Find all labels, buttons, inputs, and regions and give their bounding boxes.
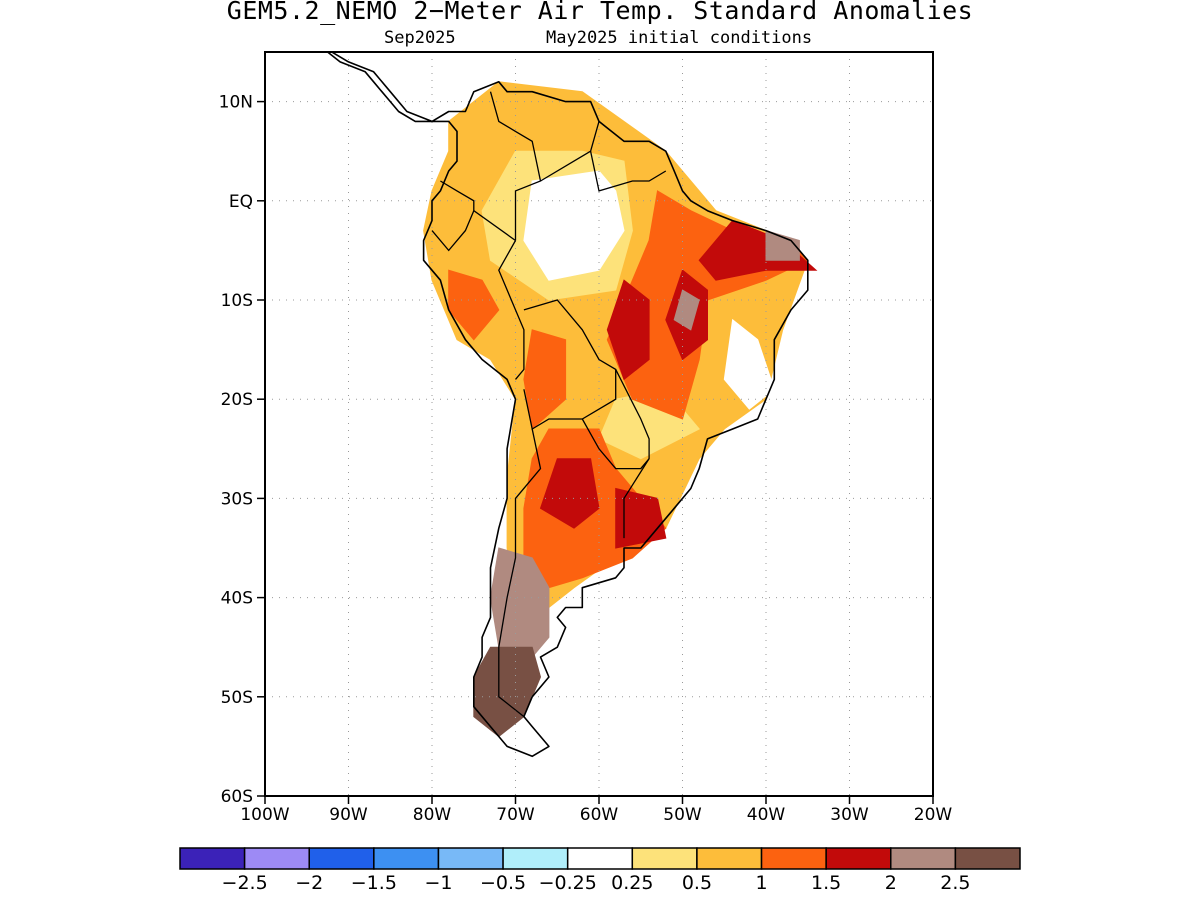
country-border-1 xyxy=(440,180,516,242)
lon-tick-label: 100W xyxy=(240,805,289,825)
anomaly-region-16 xyxy=(765,229,800,261)
colorbar: −2.5 −2 −1.5 −1 −0.5 −0.25 0.25 0.5 1 1.5 2 2.5 xyxy=(179,847,1021,894)
country-border-2 xyxy=(431,210,475,252)
colorbar-swatch-12 xyxy=(954,847,1021,870)
anomaly-region-8 xyxy=(523,329,567,430)
colorbar-label: −0.5 xyxy=(480,872,526,894)
anomaly-region-11 xyxy=(606,279,650,381)
colorbar-label: 1.5 xyxy=(811,872,841,894)
colorbar-label: 0.25 xyxy=(611,872,653,894)
colorbar-swatch-9 xyxy=(760,847,827,870)
coastline xyxy=(326,52,809,758)
country-border-6 xyxy=(523,299,617,431)
colorbar-label: −1 xyxy=(424,872,452,894)
colorbar-swatch-1 xyxy=(243,847,310,870)
colorbar-swatch-7 xyxy=(631,847,698,870)
lon-tick-label: 30W xyxy=(830,805,869,825)
country-border-5 xyxy=(589,151,667,192)
lon-tick-label: 60W xyxy=(580,805,619,825)
lat-tick-label: EQ xyxy=(229,192,253,212)
lat-tick-label: 20S xyxy=(221,390,253,410)
anomaly-shading xyxy=(423,81,818,738)
initial-conditions: May2025 initial conditions xyxy=(546,28,813,48)
colorbar-swatch-10 xyxy=(825,847,892,870)
anomaly-region-12 xyxy=(539,458,600,529)
colorbar-swatch-6 xyxy=(566,847,634,870)
anomaly-region-17 xyxy=(473,646,542,738)
colorbar-swatch-2 xyxy=(308,847,375,870)
colorbar-label: 2 xyxy=(885,872,897,894)
colorbar-label: −2 xyxy=(295,872,323,894)
colorbar-label: −2.5 xyxy=(222,872,268,894)
colorbar-swatch-0 xyxy=(179,847,246,870)
country-border-4 xyxy=(540,121,600,182)
map-title: GEM5.2_NEMO 2−Meter Air Temp. Standard A… xyxy=(226,0,974,25)
country-border-8 xyxy=(623,458,650,539)
country-border-7 xyxy=(581,369,650,470)
colorbar-label: −1.5 xyxy=(351,872,397,894)
colorbar-swatch-5 xyxy=(502,847,569,870)
valid-month: Sep2025 xyxy=(384,28,456,48)
gridlines xyxy=(265,52,933,796)
lon-tick-label: 40W xyxy=(747,805,786,825)
continent-coastline xyxy=(326,52,809,758)
anomaly-region-14 xyxy=(489,547,550,658)
lon-tick-label: 80W xyxy=(413,805,452,825)
country-border-0 xyxy=(489,91,542,241)
lon-tick-label: 70W xyxy=(496,805,535,825)
colorbar-swatch-4 xyxy=(437,847,504,870)
lat-tick-label: 60S xyxy=(221,787,253,807)
colorbar-swatch-11 xyxy=(890,847,957,870)
lon-tick-label: 90W xyxy=(329,805,368,825)
anomaly-region-4 xyxy=(723,318,775,410)
lat-tick-label: 50S xyxy=(221,688,253,708)
lat-tick-label: 10N xyxy=(219,93,253,113)
lat-tick-label: 30S xyxy=(221,489,253,509)
colorbar-label: 1 xyxy=(755,872,767,894)
lat-tick-label: 40S xyxy=(221,589,253,609)
colorbar-label: −0.25 xyxy=(539,872,597,894)
country-border-9 xyxy=(498,428,542,718)
anomaly-region-3 xyxy=(523,170,625,281)
lat-tick-label: 10S xyxy=(221,291,253,311)
colorbar-swatch-8 xyxy=(696,847,763,870)
anomaly-region-7 xyxy=(448,269,500,341)
lon-tick-label: 20W xyxy=(914,805,953,825)
country-border-3 xyxy=(498,240,525,380)
colorbar-swatch-3 xyxy=(373,847,440,870)
colorbar-label: 0.5 xyxy=(682,872,712,894)
lon-tick-label: 50W xyxy=(663,805,702,825)
colorbar-label: 2.5 xyxy=(940,872,970,894)
